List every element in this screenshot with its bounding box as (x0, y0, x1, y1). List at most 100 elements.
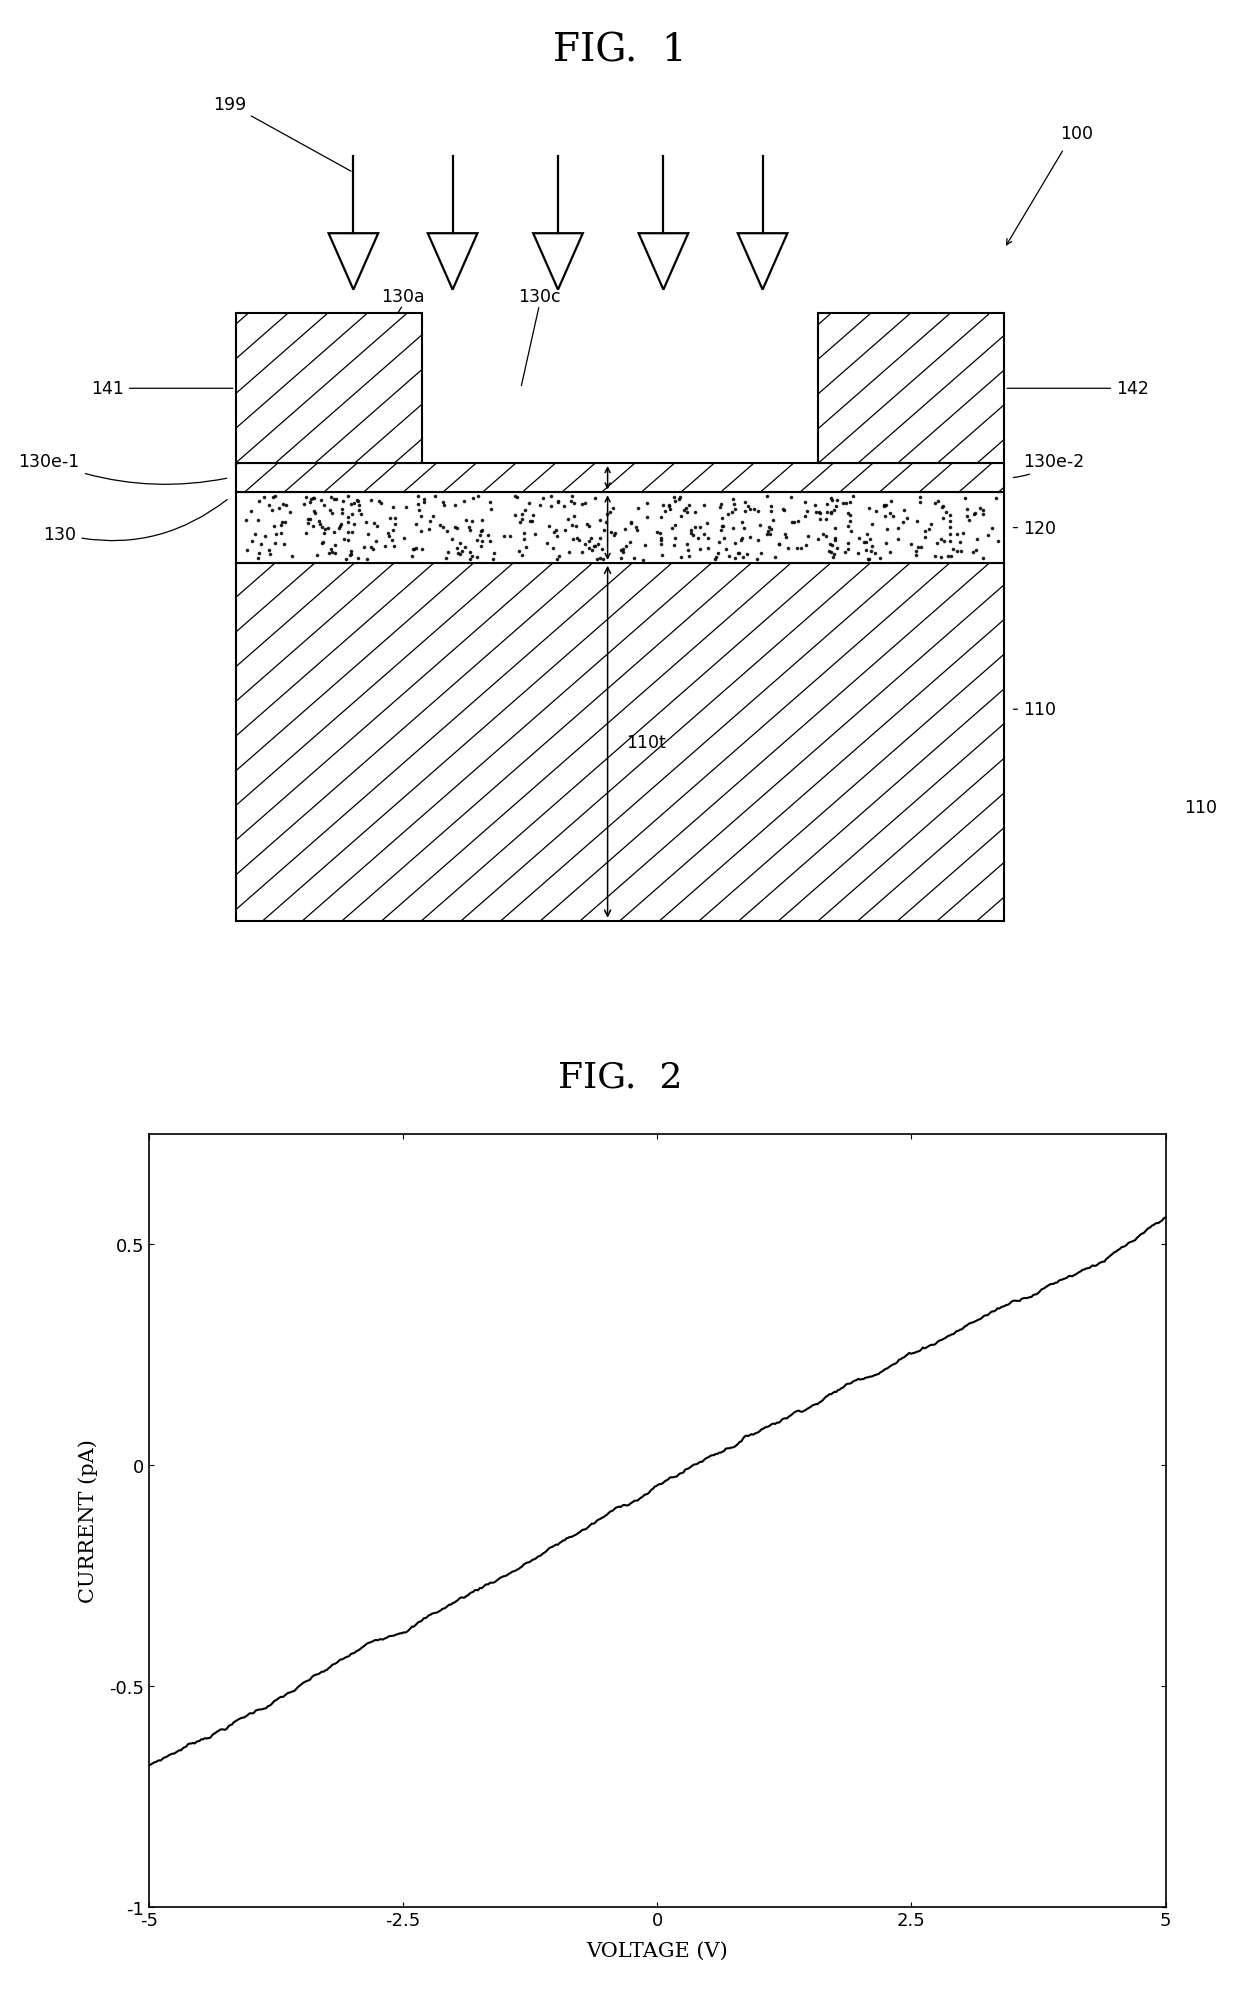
Point (460, 512, 480, 544)
Point (822, 484, 842, 516)
Point (575, 528, 595, 560)
Point (915, 522, 935, 554)
Point (590, 504, 610, 536)
Point (337, 506, 357, 538)
Point (875, 490, 895, 522)
Point (712, 516, 732, 548)
Point (329, 512, 348, 544)
Point (862, 508, 882, 540)
Point (460, 536, 480, 568)
Point (735, 486, 755, 518)
Point (481, 494, 501, 526)
Y-axis label: CURRENT (pA): CURRENT (pA) (78, 1439, 98, 1602)
Point (450, 540, 470, 572)
Point (625, 544, 645, 576)
Point (957, 502, 977, 534)
Point (825, 522, 844, 554)
Text: 130a: 130a (381, 287, 425, 305)
Point (590, 542, 610, 574)
Point (449, 538, 469, 570)
Point (817, 490, 837, 522)
Point (520, 506, 539, 538)
Point (454, 486, 474, 518)
Point (821, 536, 841, 568)
Point (678, 542, 698, 574)
Point (906, 536, 926, 568)
Point (543, 532, 563, 564)
Point (434, 490, 454, 522)
Point (671, 542, 691, 574)
Point (655, 496, 675, 528)
Text: 199: 199 (213, 96, 351, 173)
Point (838, 534, 858, 566)
Point (725, 544, 745, 576)
Point (854, 526, 874, 558)
Point (445, 490, 465, 522)
Text: 142: 142 (1007, 379, 1149, 397)
Point (413, 534, 433, 566)
Point (585, 484, 605, 516)
Point (348, 486, 368, 518)
Point (587, 544, 606, 576)
Point (808, 496, 828, 528)
Point (662, 514, 682, 546)
Point (621, 508, 641, 540)
Point (590, 522, 610, 554)
Point (682, 514, 702, 546)
Point (787, 506, 807, 538)
Point (670, 482, 689, 514)
Point (759, 516, 779, 548)
Point (986, 484, 1006, 516)
Point (376, 532, 396, 564)
Point (591, 534, 611, 566)
Point (841, 506, 861, 538)
Point (765, 542, 785, 574)
Point (833, 488, 853, 520)
Point (303, 512, 322, 544)
Point (326, 484, 346, 516)
Point (322, 498, 342, 530)
Point (448, 532, 467, 564)
Point (905, 540, 925, 572)
Point (859, 544, 879, 576)
Point (379, 522, 399, 554)
Point (878, 514, 898, 546)
Point (436, 516, 456, 548)
Point (582, 522, 601, 554)
Point (340, 540, 360, 572)
Point (621, 506, 641, 538)
Point (857, 518, 877, 550)
Point (341, 536, 361, 568)
Point (816, 520, 836, 552)
Point (650, 518, 670, 550)
Point (795, 500, 815, 532)
Point (480, 488, 500, 520)
Point (911, 532, 931, 564)
Point (563, 482, 583, 514)
Point (816, 504, 836, 536)
Point (960, 504, 980, 536)
Point (265, 520, 285, 552)
Point (880, 498, 900, 530)
Point (894, 496, 914, 528)
Point (723, 514, 743, 546)
Point (500, 520, 520, 552)
Point (843, 480, 863, 512)
Point (460, 544, 480, 576)
Point (569, 524, 589, 556)
Point (823, 496, 843, 528)
Point (806, 496, 826, 528)
Point (512, 540, 532, 572)
Point (749, 524, 769, 556)
Point (637, 502, 657, 534)
Point (987, 526, 1007, 558)
Point (735, 496, 755, 528)
Point (614, 534, 634, 566)
Point (680, 490, 699, 522)
Point (356, 506, 376, 538)
Point (634, 544, 653, 576)
Point (694, 490, 714, 522)
Text: 130e-2: 130e-2 (1013, 454, 1084, 478)
Point (610, 534, 630, 566)
Point (436, 542, 456, 574)
